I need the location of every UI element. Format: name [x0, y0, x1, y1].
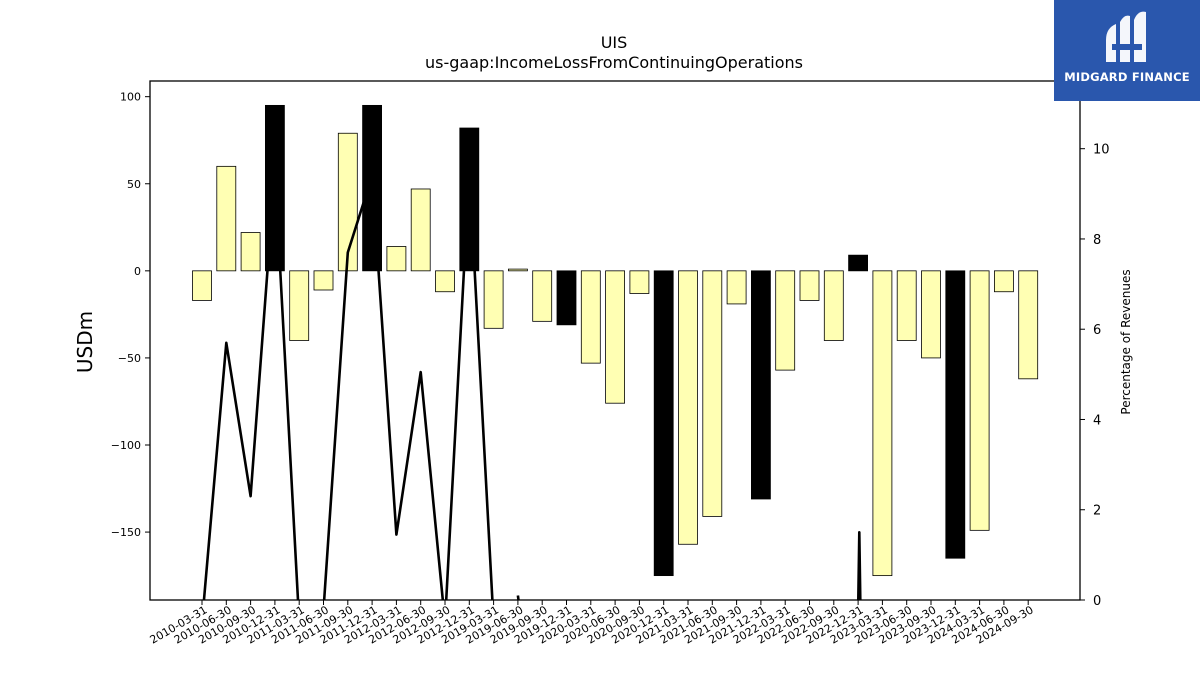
y2-tick-label: 2	[1093, 504, 1101, 519]
bar-2023-06-30	[896, 270, 917, 341]
bars-layer	[192, 104, 1039, 577]
y-tick-label: 50	[127, 178, 141, 191]
y-tick-label: −150	[111, 526, 141, 539]
bar-2021-03-31	[678, 270, 698, 545]
y2-tick-label: 6	[1093, 323, 1101, 338]
x-axis: 2010-03-312010-06-302010-09-302010-12-31…	[148, 600, 1036, 647]
bar-2020-06-30	[605, 270, 625, 404]
bar-2022-09-30	[823, 270, 844, 341]
bar-2019-03-31	[483, 270, 504, 329]
bar-2024-06-30	[994, 270, 1014, 293]
bar-2021-09-30	[726, 270, 747, 305]
pct-line-segment-2	[516, 595, 520, 600]
y-tick-label: 100	[120, 91, 141, 104]
bar-2023-03-31	[872, 270, 893, 577]
bar-2021-12-31	[751, 270, 771, 500]
brand-logo: MIDGARD FINANCE	[1054, 0, 1200, 101]
bar-2010-09-30	[240, 232, 261, 272]
bar-2010-06-30	[216, 165, 237, 272]
y2-axis: 0 2 4 6 8 10	[1080, 143, 1110, 609]
y2-axis-label: Percentage of Revenues	[1119, 269, 1133, 414]
bar-2012-03-31	[386, 246, 407, 272]
y-axis-label: USDm	[73, 311, 97, 373]
y2-tick-label: 8	[1093, 233, 1101, 248]
chart-title: UIS	[601, 33, 628, 52]
y-axis: 100 50 0 −50 −100 −150	[111, 91, 150, 539]
bar-2022-06-30	[799, 270, 820, 301]
bar-2019-06-30	[507, 268, 528, 272]
pct-line-layer	[202, 170, 862, 600]
bar-2022-12-31	[848, 254, 868, 272]
bar-2019-12-31	[556, 270, 577, 326]
y2-tick-label: 4	[1093, 413, 1101, 428]
bar-2011-06-30	[313, 270, 334, 291]
bar-2011-03-31	[289, 270, 310, 341]
chart-subtitle: us-gaap:IncomeLossFromContinuingOperatio…	[425, 53, 803, 72]
y-tick-label: −100	[111, 439, 141, 452]
bar-2023-09-30	[921, 270, 941, 359]
bar-2012-06-30	[410, 188, 431, 272]
y2-tick-label: 10	[1093, 143, 1110, 158]
y-tick-label: −50	[118, 352, 141, 365]
brand-logo-text: MIDGARD FINANCE	[1064, 70, 1190, 84]
bar-2020-12-31	[653, 270, 674, 577]
bar-2020-03-31	[580, 270, 601, 364]
y2-tick-label: 0	[1093, 594, 1101, 609]
bar-2010-03-31	[192, 270, 212, 301]
bar-2020-09-30	[629, 270, 650, 294]
bar-2024-03-31	[969, 270, 990, 531]
pct-line-segment-1	[322, 170, 494, 600]
pct-line-segment-3	[856, 530, 862, 600]
bar-2022-03-31	[775, 270, 796, 371]
bar-2021-06-30	[702, 270, 723, 517]
bar-2019-09-30	[532, 270, 553, 322]
pct-line-segment-0	[202, 170, 300, 600]
bar-2023-12-31	[945, 270, 966, 559]
bar-2012-12-31	[459, 127, 480, 272]
bar-2024-09-30	[1018, 270, 1039, 380]
midgard-logo-icon	[1106, 11, 1146, 63]
bar-2012-09-30	[435, 270, 455, 293]
y-tick-label: 0	[134, 265, 141, 278]
